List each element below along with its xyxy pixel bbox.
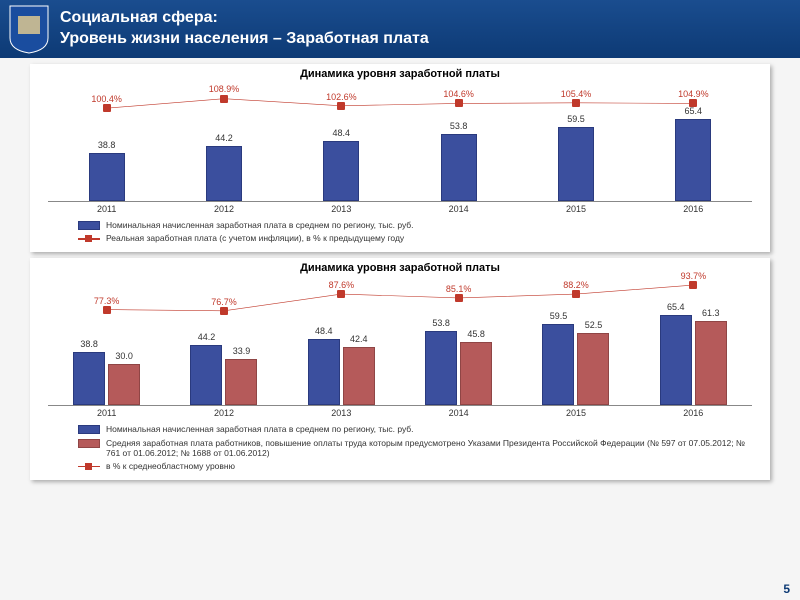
- x-axis-label: 2014: [414, 204, 504, 214]
- x-axis-label: 2012: [179, 408, 269, 418]
- legend-text: Средняя заработная плата работников, пов…: [106, 438, 752, 458]
- title-line-1: Социальная сфера:: [60, 8, 790, 29]
- x-axis-label: 2011: [62, 204, 152, 214]
- chart-panel-2: Динамика уровня заработной платы 38.830.…: [30, 258, 770, 480]
- x-axis-label: 2013: [296, 204, 386, 214]
- page-number: 5: [783, 582, 790, 596]
- page-title: Социальная сфера: Уровень жизни населени…: [60, 8, 790, 50]
- x-axis-label: 2011: [62, 408, 152, 418]
- legend-item: Номинальная начисленная заработная плата…: [78, 220, 752, 230]
- region-logo-icon: [8, 4, 50, 54]
- x-axis-label: 2014: [414, 408, 504, 418]
- legend-item: Номинальная начисленная заработная плата…: [78, 424, 752, 434]
- legend-line-icon: [78, 462, 100, 471]
- x-axis-label: 2015: [531, 204, 621, 214]
- x-axis-label: 2012: [179, 204, 269, 214]
- legend-text: Номинальная начисленная заработная плата…: [106, 424, 414, 434]
- legend-swatch-icon: [78, 425, 100, 434]
- title-line-2: Уровень жизни населения – Заработная пла…: [60, 29, 790, 50]
- chart-2-area: 38.830.044.233.948.442.453.845.859.552.5…: [48, 276, 752, 406]
- legend-item: Средняя заработная плата работников, пов…: [78, 438, 752, 458]
- chart-2-title: Динамика уровня заработной платы: [38, 262, 762, 274]
- legend-swatch-icon: [78, 439, 100, 448]
- chart-panel-1: Динамика уровня заработной платы 38.844.…: [30, 64, 770, 252]
- x-axis-label: 2016: [648, 408, 738, 418]
- legend-text: Реальная заработная плата (с учетом инфл…: [106, 233, 404, 243]
- x-axis-label: 2013: [296, 408, 386, 418]
- page-header: Социальная сфера: Уровень жизни населени…: [0, 0, 800, 58]
- chart-1-area: 38.844.248.453.859.565.4 100.4%108.9%102…: [48, 82, 752, 202]
- x-axis-label: 2016: [648, 204, 738, 214]
- legend-line-icon: [78, 234, 100, 243]
- legend-swatch-icon: [78, 221, 100, 230]
- legend-item: в % к среднеобластному уровню: [78, 461, 752, 471]
- legend-text: в % к среднеобластному уровню: [106, 461, 235, 471]
- legend-text: Номинальная начисленная заработная плата…: [106, 220, 414, 230]
- legend-item: Реальная заработная плата (с учетом инфл…: [78, 233, 752, 243]
- chart-1-title: Динамика уровня заработной платы: [38, 68, 762, 80]
- x-axis-label: 2015: [531, 408, 621, 418]
